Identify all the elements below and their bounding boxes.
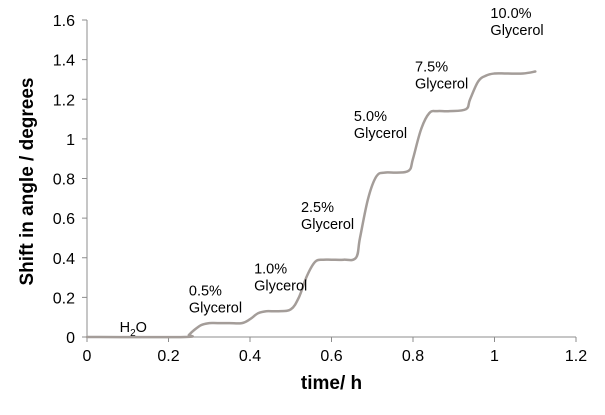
y-tick-label: 1.2 — [53, 92, 75, 109]
annotation-g25: 2.5% Glycerol — [301, 200, 354, 233]
annotation-line: 2.5% — [301, 200, 334, 216]
x-tick-label: 0.8 — [402, 348, 424, 365]
y-tick-label: 0.6 — [53, 211, 75, 228]
y-tick-label: 1.4 — [53, 53, 75, 70]
annotation-line: 5.0% — [354, 109, 387, 125]
annotation-line: 0.5% — [189, 283, 222, 299]
annotation-line: Glycerol — [415, 77, 468, 93]
annotation-part: H — [120, 320, 130, 336]
x-tick-label: 1.2 — [565, 348, 587, 365]
annotation-g50: 5.0% Glycerol — [354, 109, 407, 142]
x-tick-label: 0.2 — [157, 348, 179, 365]
y-tick-label: 0.8 — [53, 172, 75, 189]
chart-axes — [86, 20, 576, 338]
annotation-h2o: H2O — [120, 320, 147, 339]
annotation-part: O — [136, 320, 147, 336]
y-tick-label: 0 — [66, 330, 75, 347]
annotation-g05: 0.5% Glycerol — [189, 283, 242, 316]
annotation-line: Glycerol — [354, 126, 407, 142]
annotation-subscript: 2 — [130, 328, 136, 339]
y-tick-label: 0.2 — [53, 290, 75, 307]
chart-plot-area — [85, 70, 537, 339]
annotation-line: Glycerol — [490, 23, 543, 39]
chart-ticks: 0 0.2 0.4 0.6 0.8 1 1.2 0 0.2 0.4 0.6 0.8 1 1.2 1.4 1.6 — [53, 13, 587, 365]
x-tick-label: 1 — [490, 348, 499, 365]
annotation-g75: 7.5% Glycerol — [415, 60, 468, 93]
y-tick-label: 1.6 — [53, 13, 75, 30]
annotation-g10: 1.0% Glycerol — [254, 262, 307, 295]
annotation-line: Glycerol — [189, 300, 242, 316]
series-line — [85, 70, 537, 339]
annotation-g100: 10.0% Glycerol — [490, 6, 543, 39]
x-tick-label: 0 — [83, 348, 92, 365]
x-axis-title: time/ h — [301, 373, 362, 394]
annotation-line: Glycerol — [301, 217, 354, 233]
y-axis-title: Shift in angle / degrees — [17, 78, 38, 286]
y-tick-label: 0.4 — [53, 251, 75, 268]
annotation-line: 1.0% — [254, 262, 287, 278]
x-tick-label: 0.6 — [320, 348, 342, 365]
annotation-line: 7.5% — [415, 60, 448, 76]
annotation-line: 10.0% — [490, 6, 531, 22]
x-tick-label: 0.4 — [239, 348, 261, 365]
y-tick-label: 1 — [66, 132, 75, 149]
annotation-line: Glycerol — [254, 279, 307, 295]
